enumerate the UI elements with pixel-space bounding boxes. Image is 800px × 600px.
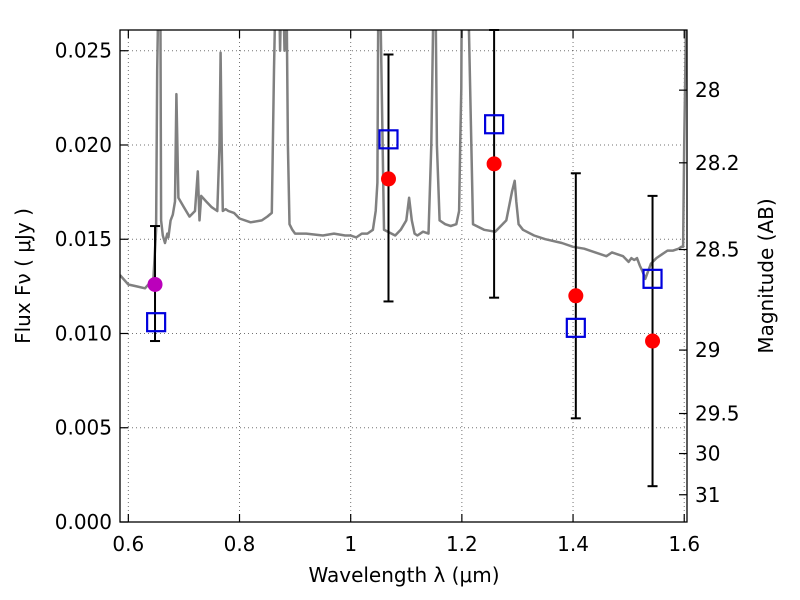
y2-tick-label: 28.5 bbox=[695, 238, 740, 262]
x-tick-label: 1.6 bbox=[668, 532, 700, 556]
y-tick-label: 0.015 bbox=[55, 227, 112, 251]
observed-flux-point bbox=[380, 171, 396, 187]
x-tick-label: 1.4 bbox=[557, 532, 589, 556]
model-spectrum-line bbox=[120, 30, 687, 290]
observed-flux-point bbox=[486, 156, 502, 172]
markers bbox=[146, 29, 663, 488]
plot-frame bbox=[119, 29, 688, 523]
x-tick-label: 0.6 bbox=[112, 532, 144, 556]
y-tick-label: 0.025 bbox=[55, 39, 112, 63]
observed-flux-point bbox=[147, 276, 163, 292]
y-tick-label: 0.020 bbox=[55, 133, 112, 157]
model-photometry-marker bbox=[378, 129, 399, 150]
plot-area bbox=[120, 30, 687, 290]
x-tick-label: 0.8 bbox=[224, 532, 256, 556]
y-axis-title: Flux Fν ( μJy ) bbox=[11, 208, 35, 344]
model-photometry-marker bbox=[484, 114, 505, 135]
model-photometry-marker bbox=[146, 312, 167, 333]
x-axis-title: Wavelength λ (μm) bbox=[308, 563, 499, 587]
y2-tick-label: 28.2 bbox=[695, 151, 740, 175]
y2-tick-label: 31 bbox=[695, 483, 720, 507]
y-tick-label: 0.000 bbox=[55, 510, 112, 534]
y-tick-label: 0.010 bbox=[55, 321, 112, 345]
y2-tick-label: 29 bbox=[695, 338, 720, 362]
y2-tick-label: 28 bbox=[695, 78, 720, 102]
observed-flux-point bbox=[568, 288, 584, 304]
model-photometry-marker bbox=[642, 268, 663, 289]
x-tick-label: 1.2 bbox=[446, 532, 478, 556]
y2-tick-label: 29.5 bbox=[695, 402, 740, 426]
axis-ticks: 0.6 0.8 1 1.2 1.4 1.6 0.000 0.005 0.010 0.015 0.02… bbox=[55, 30, 740, 556]
x-tick-label: 1 bbox=[344, 532, 357, 556]
observed-flux-point bbox=[645, 333, 661, 349]
y-tick-label: 0.005 bbox=[55, 416, 112, 440]
y2-tick-label: 30 bbox=[695, 442, 720, 466]
model-photometry-marker bbox=[565, 317, 586, 338]
y2-axis-title: Magnitude (AB) bbox=[754, 198, 778, 353]
